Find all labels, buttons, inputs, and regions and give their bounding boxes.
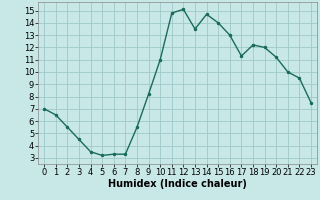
X-axis label: Humidex (Indice chaleur): Humidex (Indice chaleur) — [108, 179, 247, 189]
